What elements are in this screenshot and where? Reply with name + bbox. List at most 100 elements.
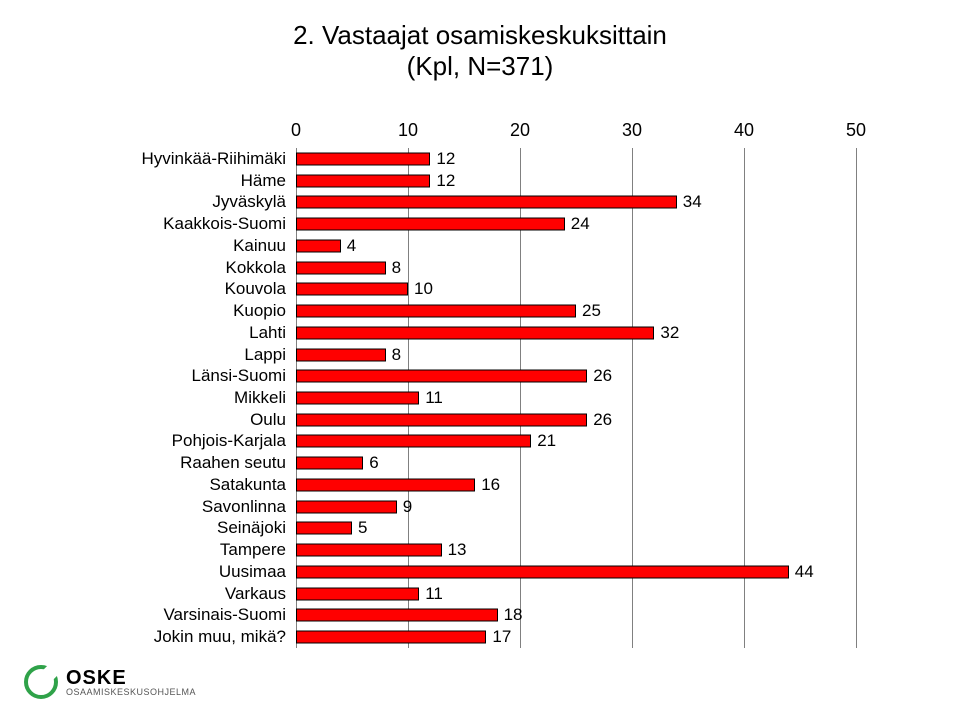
value-label: 11 xyxy=(425,584,443,604)
value-label: 25 xyxy=(582,301,601,321)
value-label: 8 xyxy=(392,258,401,278)
bar-row: Kokkola8 xyxy=(296,257,856,279)
value-label: 10 xyxy=(414,279,433,299)
value-label: 26 xyxy=(593,410,612,430)
category-label: Varsinais-Suomi xyxy=(163,605,286,625)
bar-row: Kuopio25 xyxy=(296,300,856,322)
bar-row: Mikkeli11 xyxy=(296,387,856,409)
bar-row: Länsi-Suomi26 xyxy=(296,365,856,387)
value-label: 5 xyxy=(358,518,367,538)
bar xyxy=(296,196,677,209)
bar xyxy=(296,609,498,622)
value-label: 18 xyxy=(504,605,523,625)
bar xyxy=(296,413,587,426)
category-label: Lahti xyxy=(249,323,286,343)
value-label: 8 xyxy=(392,345,401,365)
bar xyxy=(296,522,352,535)
category-label: Kaakkois-Suomi xyxy=(163,214,286,234)
category-label: Lappi xyxy=(244,345,286,365)
category-label: Kokkola xyxy=(226,258,286,278)
logo-ring-icon xyxy=(24,665,58,699)
bar xyxy=(296,500,397,513)
bar-row: Jyväskylä34 xyxy=(296,191,856,213)
category-label: Jyväskylä xyxy=(212,192,286,212)
category-label: Jokin muu, mikä? xyxy=(154,627,286,647)
bar-row: Pohjois-Karjala21 xyxy=(296,431,856,453)
bar xyxy=(296,631,486,644)
bar-row: Satakunta16 xyxy=(296,474,856,496)
bar xyxy=(296,370,587,383)
chart-title: 2. Vastaajat osamiskeskuksittain (Kpl, N… xyxy=(0,20,960,82)
value-label: 34 xyxy=(683,192,702,212)
value-label: 32 xyxy=(660,323,679,343)
bar xyxy=(296,261,386,274)
bar-row: Uusimaa44 xyxy=(296,561,856,583)
bar xyxy=(296,391,419,404)
bar-row: Häme12 xyxy=(296,170,856,192)
x-tick-label: 30 xyxy=(622,120,642,141)
category-label: Häme xyxy=(241,171,286,191)
bar-row: Lahti32 xyxy=(296,322,856,344)
category-label: Kouvola xyxy=(225,279,286,299)
category-label: Pohjois-Karjala xyxy=(172,431,286,451)
plot-area: Hyvinkää-Riihimäki12Häme12Jyväskylä34Kaa… xyxy=(296,148,856,648)
bar-row: Varsinais-Suomi18 xyxy=(296,605,856,627)
bar xyxy=(296,305,576,318)
bar xyxy=(296,283,408,296)
bar-row: Kouvola10 xyxy=(296,278,856,300)
value-label: 11 xyxy=(425,388,443,408)
bar-row: Hyvinkää-Riihimäki12 xyxy=(296,148,856,170)
bar xyxy=(296,587,419,600)
value-label: 12 xyxy=(436,149,455,169)
logo-sub-text: OSAAMISKESKUSOHJELMA xyxy=(66,688,196,697)
category-label: Tampere xyxy=(220,540,286,560)
category-label: Uusimaa xyxy=(219,562,286,582)
category-label: Varkaus xyxy=(225,584,286,604)
category-label: Oulu xyxy=(250,410,286,430)
bar xyxy=(296,544,442,557)
bar xyxy=(296,152,430,165)
logo-main-text: OSKE xyxy=(66,668,196,688)
category-label: Savonlinna xyxy=(202,497,286,517)
bar xyxy=(296,348,386,361)
value-label: 17 xyxy=(492,627,511,647)
bar xyxy=(296,565,789,578)
bar-row: Kaakkois-Suomi24 xyxy=(296,213,856,235)
category-label: Satakunta xyxy=(209,475,286,495)
bar xyxy=(296,326,654,339)
category-label: Seinäjoki xyxy=(217,518,286,538)
value-label: 16 xyxy=(481,475,500,495)
category-label: Hyvinkää-Riihimäki xyxy=(141,149,286,169)
x-tick-label: 40 xyxy=(734,120,754,141)
bar xyxy=(296,239,341,252)
value-label: 12 xyxy=(436,171,455,191)
bar-row: Varkaus11 xyxy=(296,583,856,605)
value-label: 9 xyxy=(403,497,412,517)
chart-area: Hyvinkää-Riihimäki12Häme12Jyväskylä34Kaa… xyxy=(86,120,886,660)
category-label: Mikkeli xyxy=(234,388,286,408)
logo-text: OSKE OSAAMISKESKUSOHJELMA xyxy=(66,668,196,697)
bar-row: Lappi8 xyxy=(296,344,856,366)
x-tick-label: 10 xyxy=(398,120,418,141)
x-tick-label: 50 xyxy=(846,120,866,141)
value-label: 21 xyxy=(537,431,556,451)
value-label: 6 xyxy=(369,453,378,473)
bar-row: Oulu26 xyxy=(296,409,856,431)
x-tick-label: 0 xyxy=(291,120,301,141)
value-label: 13 xyxy=(448,540,467,560)
bar xyxy=(296,174,430,187)
x-tick-label: 20 xyxy=(510,120,530,141)
category-label: Raahen seutu xyxy=(180,453,286,473)
bar xyxy=(296,478,475,491)
bar-row: Tampere13 xyxy=(296,539,856,561)
bar xyxy=(296,457,363,470)
value-label: 24 xyxy=(571,214,590,234)
logo: OSKE OSAAMISKESKUSOHJELMA xyxy=(24,665,196,699)
value-label: 4 xyxy=(347,236,356,256)
category-label: Länsi-Suomi xyxy=(192,366,287,386)
bar xyxy=(296,218,565,231)
category-label: Kainuu xyxy=(233,236,286,256)
gridline xyxy=(856,148,857,648)
bar-row: Seinäjoki5 xyxy=(296,518,856,540)
bar-row: Raahen seutu6 xyxy=(296,452,856,474)
